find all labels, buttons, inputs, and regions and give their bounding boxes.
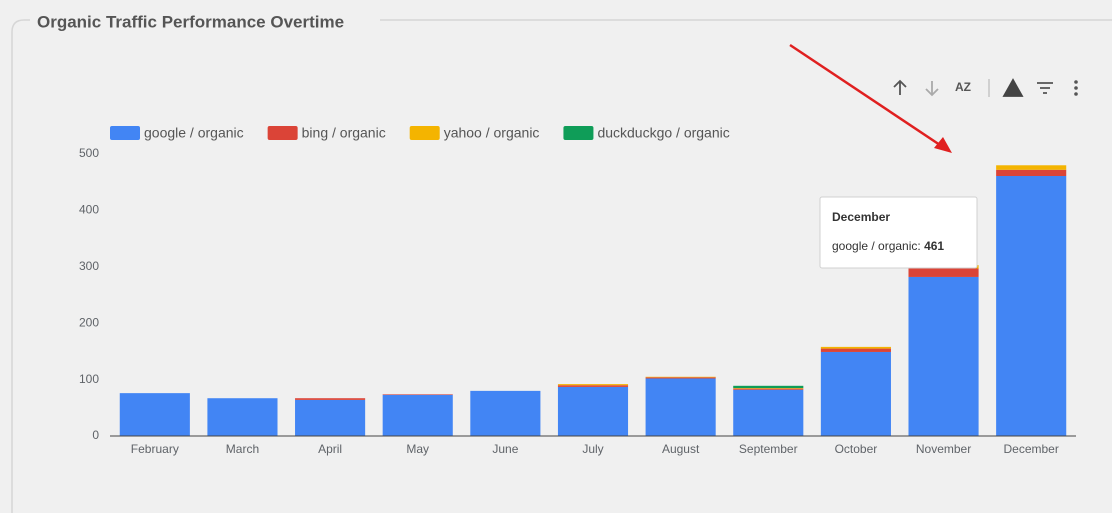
bar-segment — [733, 388, 804, 389]
bar-segment — [295, 398, 366, 400]
filter[interactable] — [1037, 82, 1053, 94]
bar-segment — [820, 348, 891, 352]
tooltip-label: google / organic: — [832, 239, 921, 253]
chart-title: Organic Traffic Performance Overtime — [37, 12, 344, 31]
y-tick-label: 400 — [79, 203, 99, 217]
bar-segment — [908, 268, 979, 277]
more-options[interactable] — [1074, 80, 1078, 96]
sort-ascending[interactable] — [893, 79, 907, 95]
bar-segment — [207, 398, 278, 436]
plot: 0 100 200 300 400 500 February March April May Jun… — [79, 146, 1076, 456]
bar-segment — [645, 377, 716, 379]
y-tick-label: 500 — [79, 146, 99, 160]
tooltip-text: google / organic: 461 — [832, 239, 944, 253]
bar-segment — [996, 169, 1067, 176]
bar-segment — [470, 390, 541, 436]
bar-segment — [119, 393, 190, 436]
annotation-arrow — [789, 43, 952, 153]
bar-segment — [820, 346, 891, 349]
bar-segment — [557, 386, 629, 436]
x-tick-label: February — [131, 442, 179, 456]
sort-descending[interactable] — [925, 81, 939, 97]
tooltip-title: December — [832, 210, 890, 224]
toolbar: AZ — [893, 78, 1078, 97]
legend-swatch — [267, 126, 298, 140]
bar-segment — [645, 376, 716, 378]
bar-segment — [733, 389, 804, 436]
x-tick-label: July — [582, 442, 603, 456]
svg-text:AZ: AZ — [955, 80, 971, 94]
legend-swatch — [409, 126, 440, 140]
tooltip-value: 461 — [924, 239, 944, 253]
x-tick-label: December — [1004, 442, 1059, 456]
sort-az[interactable]: AZ — [955, 80, 971, 94]
x-tick-label: November — [916, 442, 971, 456]
x-tick-label: October — [835, 442, 878, 456]
legend: google / organic bing / organic yahoo / or… — [110, 125, 730, 141]
y-tick-label: 200 — [79, 315, 99, 329]
legend-swatch — [110, 126, 140, 140]
legend-label: duckduckgo / organic — [597, 125, 729, 141]
x-tick-label: April — [318, 442, 342, 456]
x-tick-label: March — [226, 442, 259, 456]
x-tick-label: June — [492, 442, 518, 456]
bar-segment — [733, 388, 804, 390]
y-tick-label: 100 — [79, 372, 99, 386]
bar-segment — [382, 394, 453, 395]
tooltip: December google / organic: 461 — [819, 196, 978, 269]
bar-segment — [557, 385, 629, 387]
bar-segment — [996, 165, 1067, 170]
bar-segment — [557, 384, 629, 386]
x-tick-label: May — [406, 442, 429, 456]
legend-label: yahoo / organic — [444, 125, 540, 141]
bar-segment — [820, 351, 891, 436]
bar-segment — [295, 399, 366, 436]
y-tick-label: 0 — [92, 428, 99, 442]
bar-segment — [382, 394, 453, 436]
legend-label: google / organic — [144, 125, 244, 141]
legend-swatch — [563, 126, 594, 140]
y-tick-label: 300 — [79, 259, 99, 273]
tooltip-box — [819, 196, 978, 269]
bar-segment — [996, 175, 1067, 436]
bar-segment — [645, 378, 716, 436]
warning[interactable] — [1002, 78, 1024, 97]
panel-border — [11, 19, 1112, 513]
legend-label: bing / organic — [302, 125, 386, 141]
x-tick-label: September — [739, 442, 798, 456]
bar-segment — [733, 385, 804, 389]
x-tick-label: August — [662, 442, 700, 456]
bar-segment — [908, 276, 979, 436]
